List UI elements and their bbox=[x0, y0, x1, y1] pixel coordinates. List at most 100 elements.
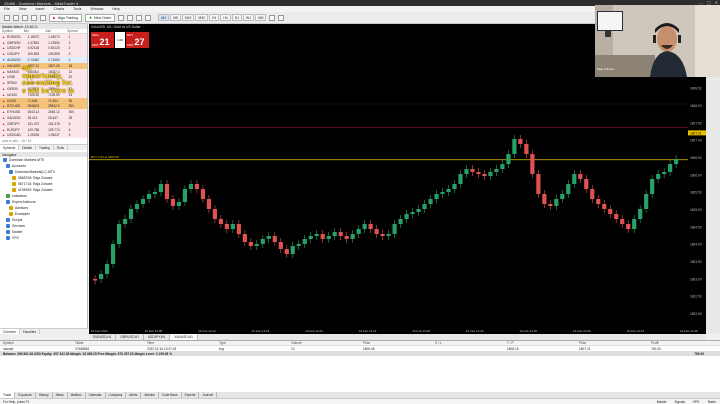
navigator-item[interactable]: Examples bbox=[3, 211, 87, 217]
zoom-in-icon[interactable] bbox=[127, 14, 134, 21]
tab-journal[interactable]: Journal bbox=[199, 392, 217, 398]
market-watch-row[interactable]: ▲ GER30 15752.4 15754.1 17 bbox=[0, 86, 87, 92]
tile-windows-icon[interactable] bbox=[145, 14, 152, 21]
navigator-item[interactable]: Scripts bbox=[3, 217, 87, 223]
timeframe-m30[interactable]: M30 bbox=[195, 14, 208, 21]
tab-news[interactable]: News bbox=[53, 392, 68, 398]
tab-common[interactable]: Common bbox=[0, 329, 20, 334]
tab-mailbox[interactable]: Mailbox bbox=[68, 392, 86, 398]
navigator-item[interactable]: DominionMarkets(LC-MT5 bbox=[3, 169, 87, 175]
new-chart-icon[interactable] bbox=[4, 14, 10, 21]
navigator-item[interactable]: Market bbox=[3, 229, 87, 235]
market-watch-row[interactable]: ▲ XAGUSD 25.412 25.437 25 bbox=[0, 115, 87, 121]
market-watch-row[interactable]: ▲ NAS100 15036.0 15037.2 12 bbox=[0, 68, 87, 75]
chart-tab[interactable]: GBPUSD,H1 bbox=[116, 334, 144, 340]
menu-help[interactable]: Help bbox=[112, 7, 120, 11]
tab-company[interactable]: Company bbox=[106, 392, 127, 398]
tab-alerts[interactable]: Alerts bbox=[126, 392, 142, 398]
column-spread[interactable]: Spread bbox=[67, 29, 78, 33]
toolbox-column[interactable]: Price bbox=[363, 341, 371, 345]
tab-symbols[interactable]: Symbols bbox=[0, 145, 20, 151]
close-icon[interactable]: ✕ bbox=[714, 0, 718, 5]
toolbox-column[interactable]: Type bbox=[219, 341, 226, 345]
timeframe-mn[interactable]: MN bbox=[255, 14, 267, 21]
market-watch-row[interactable]: ▲ EURJPY 129.768 129.774 6 bbox=[0, 126, 87, 133]
navigator-item[interactable]: Dominion Markets MT5 bbox=[3, 157, 87, 163]
timeframe-d1[interactable]: D1 bbox=[231, 14, 243, 21]
navigator-item[interactable]: 4194949: Raja Zohaee bbox=[3, 187, 87, 193]
profiles-icon[interactable] bbox=[13, 14, 19, 21]
zoom-out-icon[interactable] bbox=[136, 14, 143, 21]
market-watch-row[interactable]: ▲ XAUUSD 1807.21 1807.39 18 bbox=[0, 62, 87, 69]
column-symbol[interactable]: Symbol bbox=[2, 29, 13, 33]
new-order-button[interactable]: ✚ New Order bbox=[84, 13, 116, 22]
navigator-item[interactable]: 5868708: Raja Zohaee bbox=[3, 175, 87, 181]
toolbox-column[interactable]: Volume bbox=[291, 341, 302, 345]
column-bid[interactable]: Bid bbox=[23, 29, 29, 33]
status-signals[interactable]: Signals bbox=[674, 399, 685, 404]
tab-trading[interactable]: Trading bbox=[36, 145, 54, 151]
menu-window[interactable]: Window bbox=[90, 7, 104, 11]
navigator-item[interactable]: Services bbox=[3, 223, 87, 229]
chart-tab[interactable]: XAUUSD,M1 bbox=[170, 334, 198, 340]
toolbox-icon[interactable] bbox=[40, 14, 46, 21]
tab-details[interactable]: Details bbox=[19, 145, 36, 151]
toolbox-column[interactable]: Profit bbox=[651, 341, 659, 345]
navigator-icon[interactable] bbox=[31, 14, 37, 21]
chart-tab[interactable]: EURUSD,H1 bbox=[89, 334, 117, 340]
market-watch-icon[interactable] bbox=[22, 14, 28, 21]
market-watch-row[interactable]: ▲ BTCUSD 39482.5 39512.5 300 bbox=[0, 103, 87, 110]
menu-view[interactable]: View bbox=[18, 7, 27, 11]
market-watch-row[interactable]: ▲ USDCAD 1.25034 1.25037 3 bbox=[0, 132, 87, 139]
minimize-icon[interactable]: — bbox=[698, 0, 703, 5]
sell-button[interactable]: SELL 1807. 21 bbox=[91, 32, 114, 48]
tab-experts[interactable]: Experts bbox=[182, 392, 200, 398]
tab-articles[interactable]: Articles bbox=[141, 392, 159, 398]
objects-icon[interactable] bbox=[278, 14, 285, 21]
candlestick-chart[interactable]: 1809.501809.001808.501808.001807.501807.… bbox=[89, 24, 706, 334]
timeframe-m15[interactable]: M15 bbox=[181, 14, 195, 21]
buy-button[interactable]: BUY 1807. 27 bbox=[126, 32, 149, 48]
toolbox-column[interactable]: Price bbox=[579, 341, 587, 345]
tab-exposure[interactable]: Exposure bbox=[15, 392, 36, 398]
tab-trade[interactable]: Trade bbox=[0, 392, 16, 398]
toolbox-column[interactable]: Symbol bbox=[3, 341, 14, 345]
navigator-item[interactable]: Advisors bbox=[3, 205, 87, 211]
toolbox-column[interactable]: S / L bbox=[435, 341, 442, 345]
navigator-item[interactable]: VPS bbox=[3, 235, 87, 241]
menu-tools[interactable]: Tools bbox=[73, 7, 82, 11]
maximize-icon[interactable]: ▢ bbox=[706, 0, 711, 5]
column-ask[interactable]: Ask bbox=[45, 29, 51, 33]
tab-history[interactable]: History bbox=[36, 392, 53, 398]
menu-insert[interactable]: Insert bbox=[35, 7, 45, 11]
market-watch-row[interactable]: ▲ USDJPY 109.893 109.895 2 bbox=[0, 51, 87, 58]
navigator-item[interactable]: Accounts bbox=[3, 163, 87, 169]
market-watch-row[interactable]: ▲ ETHUSD 2543.12 2546.12 300 bbox=[0, 109, 87, 116]
timeframe-h4[interactable]: H4 bbox=[220, 14, 231, 21]
chart-tab[interactable]: USDJPY,M1 bbox=[144, 334, 171, 340]
algo-trading-button[interactable]: ▶ Algo Trading bbox=[49, 13, 82, 22]
menu-file[interactable]: File bbox=[4, 7, 10, 11]
toolbox-column[interactable]: T / P bbox=[507, 341, 514, 345]
timeframe-m1[interactable]: M1 bbox=[158, 14, 170, 21]
market-watch-row[interactable]: ▼ AUDUSD 0.73452 0.73454 2 bbox=[0, 57, 87, 63]
status-market[interactable]: Market bbox=[656, 399, 667, 404]
timeframe-h1[interactable]: H1 bbox=[209, 14, 220, 21]
timeframe-w1[interactable]: W1 bbox=[243, 14, 255, 21]
market-watch-row[interactable]: ▲ EURUSD 1.18072 1.18073 1 bbox=[0, 34, 87, 40]
navigator-item[interactable]: 5671716: Raja Zohaee bbox=[3, 181, 87, 187]
navigator-item[interactable]: Expert Advisors bbox=[3, 199, 87, 205]
position-row[interactable]: xauusd 27488849 2022.02.16 13:47:43 buy 10 18… bbox=[0, 346, 720, 351]
market-watch-row[interactable]: ▲ GBPJPY 151.472 151.478 6 bbox=[0, 120, 87, 127]
status-vps[interactable]: VPS bbox=[692, 399, 700, 404]
market-watch-row[interactable]: ▲ US30 34894.2 34896.4 22 bbox=[0, 74, 87, 81]
tab-code-base[interactable]: Code Base bbox=[159, 392, 182, 398]
navigator-item[interactable]: Indicators bbox=[3, 193, 87, 199]
tab-ticks[interactable]: Ticks bbox=[54, 145, 69, 151]
market-watch-row[interactable]: ▲ USOIL 71.604 71.634 30 bbox=[0, 97, 87, 104]
tab-calendar[interactable]: Calendar bbox=[86, 392, 106, 398]
toolbox-column[interactable]: Time bbox=[147, 341, 154, 345]
tab-favorites[interactable]: Favorites bbox=[20, 329, 41, 334]
market-watch-row[interactable]: ▲ USDCHF 0.92118 0.92120 2 bbox=[0, 45, 87, 52]
toolbox-column[interactable]: Ticket bbox=[75, 341, 84, 345]
